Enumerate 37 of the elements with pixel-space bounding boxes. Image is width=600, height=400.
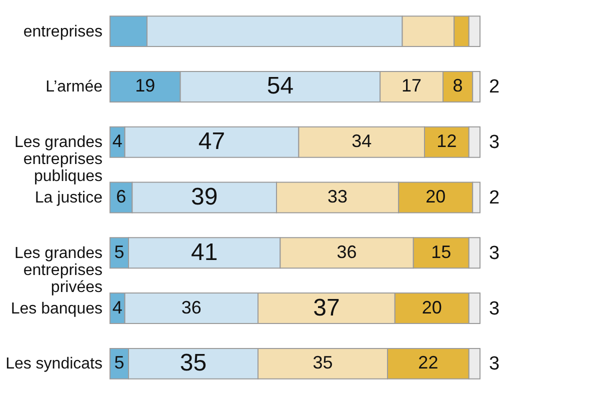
- y-tick-label: Les banques: [10, 300, 102, 318]
- data-label: 37: [313, 294, 340, 322]
- data-label: 54: [266, 72, 294, 100]
- y-tick-label: Les syndicats: [6, 356, 102, 373]
- data-label: 4: [112, 297, 122, 318]
- data-label: 20: [422, 297, 442, 318]
- data-label: 5: [114, 352, 124, 373]
- data-label: 22: [418, 352, 438, 373]
- y-tick-label: Les grandes entreprises privées: [14, 244, 102, 296]
- data-label: 36: [181, 297, 202, 318]
- data-label: 20: [426, 186, 446, 206]
- y-tick-label: La justice: [34, 190, 103, 206]
- data-label: 39: [191, 184, 218, 210]
- data-label: 47: [198, 128, 226, 156]
- data-label: 19: [135, 76, 156, 96]
- data-label: 3: [489, 354, 500, 375]
- data-label: 5: [114, 242, 124, 262]
- y-tick-label: Les grandes entreprises publiques: [14, 134, 102, 186]
- data-label: 2: [489, 76, 500, 98]
- data-label: 34: [352, 131, 372, 152]
- data-label: 33: [328, 186, 348, 206]
- data-label: 2: [489, 188, 500, 208]
- data-label: 3: [489, 242, 500, 264]
- data-label: 15: [431, 242, 452, 262]
- data-label: 41: [191, 238, 218, 266]
- data-label: 36: [336, 242, 357, 262]
- y-tick-label: L’armée: [46, 78, 103, 96]
- data-label: 8: [452, 76, 463, 96]
- data-label: 3: [489, 298, 500, 320]
- data-label: 3: [489, 132, 500, 154]
- data-label: 17: [402, 76, 422, 96]
- data-label: 6: [116, 186, 126, 206]
- data-label: 35: [312, 352, 333, 373]
- data-label: 4: [112, 131, 122, 152]
- data-label: 12: [436, 131, 457, 152]
- data-label: 35: [180, 350, 207, 377]
- y-tick-label: entreprises: [23, 23, 102, 40]
